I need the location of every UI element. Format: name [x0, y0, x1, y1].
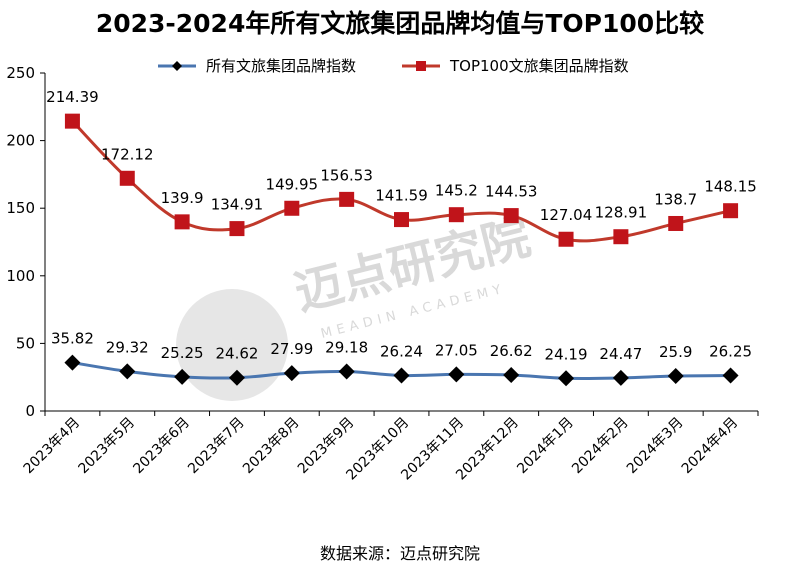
data-label: 27.99: [270, 340, 313, 358]
data-label: 25.25: [161, 344, 204, 362]
data-point-square: [394, 212, 409, 228]
data-point-diamond: [448, 366, 465, 383]
data-point-diamond: [612, 369, 629, 386]
data-label: 145.2: [435, 182, 478, 200]
data-label: 27.05: [435, 341, 478, 359]
x-tick-label: 2023年7月: [185, 415, 248, 478]
data-label: 149.95: [266, 175, 319, 193]
legend-marker-square: [416, 61, 426, 71]
x-tick-label: 2024年4月: [679, 415, 742, 478]
data-point-diamond: [722, 367, 739, 384]
legend-label: 所有文旅集团品牌指数: [206, 57, 356, 75]
data-point-diamond: [174, 368, 191, 385]
data-label: 172.12: [101, 145, 154, 163]
data-label: 26.62: [490, 342, 533, 360]
data-point-diamond: [283, 365, 300, 382]
x-tick-label: 2024年1月: [514, 415, 577, 478]
y-tick-label: 0: [25, 402, 35, 420]
data-point-square: [119, 170, 135, 186]
legend: 所有文旅集团品牌指数 TOP100文旅集团品牌指数: [158, 57, 629, 75]
data-point-square: [503, 208, 519, 224]
data-point-square: [723, 203, 739, 219]
x-tick-label: 2024年2月: [569, 415, 632, 478]
data-label: 29.18: [325, 339, 368, 357]
data-point-square: [668, 215, 684, 231]
data-point-diamond: [503, 367, 520, 384]
data-point-diamond: [228, 369, 245, 386]
data-point-diamond: [393, 367, 410, 384]
data-label: 138.7: [654, 190, 697, 208]
data-label: 25.9: [659, 343, 692, 361]
data-point-diamond: [119, 363, 136, 380]
y-tick-label: 150: [6, 199, 35, 217]
data-point-square: [284, 200, 300, 216]
watermark-logo-icon: [176, 289, 288, 401]
data-point-diamond: [667, 367, 684, 384]
data-point-square: [448, 207, 464, 223]
chart-title: 2023-2024年所有文旅集团品牌均值与TOP100比较: [95, 9, 705, 38]
data-point-diamond: [558, 370, 575, 387]
data-label: 134.91: [211, 196, 264, 214]
data-label: 139.9: [161, 189, 204, 207]
source-note: 数据来源：迈点研究院: [319, 544, 480, 563]
x-tick-label: 2023年8月: [240, 415, 303, 478]
x-tick-label: 2023年6月: [130, 415, 193, 478]
data-label: 141.59: [375, 187, 428, 205]
data-point-diamond: [64, 354, 81, 371]
data-label: 26.24: [380, 343, 423, 361]
data-label: 156.53: [320, 166, 373, 184]
data-label: 128.91: [595, 204, 648, 222]
y-tick-label: 100: [6, 267, 35, 285]
data-point-square: [229, 221, 245, 237]
data-label: 24.19: [545, 345, 588, 363]
data-label: 214.39: [46, 88, 99, 106]
y-tick-label: 250: [6, 64, 35, 82]
data-label: 24.62: [215, 345, 258, 363]
legend-label: TOP100文旅集团品牌指数: [449, 57, 629, 75]
data-point-square: [613, 229, 629, 245]
y-tick-label: 200: [6, 132, 35, 150]
data-label: 29.32: [106, 338, 149, 356]
x-tick-label: 2023年5月: [75, 415, 138, 478]
data-point-square: [174, 214, 190, 230]
data-point-square: [339, 191, 355, 207]
data-point-square: [558, 231, 574, 247]
data-label: 148.15: [704, 178, 757, 196]
data-point-diamond: [338, 363, 355, 380]
x-tick-label: 2024年3月: [624, 415, 687, 478]
data-label: 35.82: [51, 330, 94, 348]
data-point-square: [64, 113, 80, 129]
x-tick-label: 2023年4月: [21, 415, 84, 478]
data-label: 127.04: [540, 206, 593, 224]
data-label: 24.47: [599, 345, 642, 363]
data-label: 26.25: [709, 343, 752, 361]
series-layer: 35.82 29.32 25.25 24.62 27.99 29.18 26.24 27.05…: [46, 88, 757, 387]
legend-marker-diamond: [172, 61, 182, 71]
y-tick-label: 50: [16, 334, 35, 352]
data-label: 144.53: [485, 183, 538, 201]
